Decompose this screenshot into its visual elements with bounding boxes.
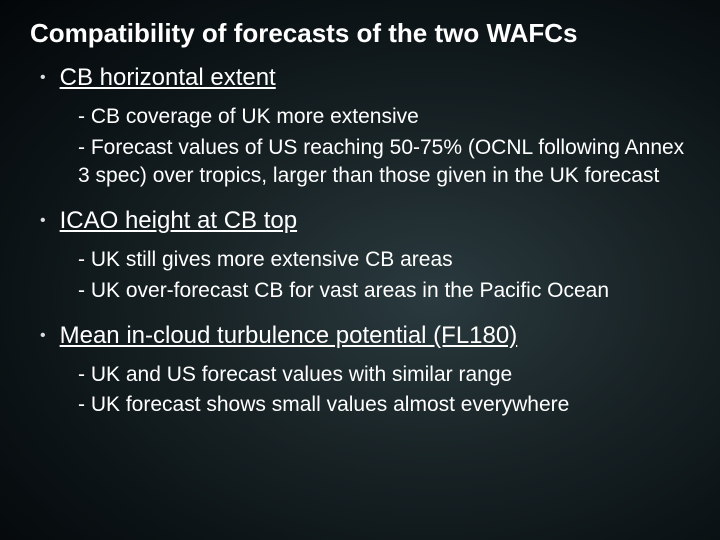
subitem: - UK over-forecast CB for vast areas in … [78,277,690,305]
subitems-3: - UK and US forecast values with similar… [78,361,690,420]
bullet-marker-icon: • [40,327,46,345]
subitem: - UK forecast shows small values almost … [78,391,690,419]
bullet-1: • CB horizontal extent [40,63,690,93]
subitem: - UK still gives more extensive CB areas [78,246,690,274]
subitem: - Forecast values of US reaching 50-75% … [78,134,690,191]
bullet-marker-icon: • [40,69,46,87]
bullet-heading-1: CB horizontal extent [60,63,276,93]
subitems-1: - CB coverage of UK more extensive - For… [78,103,690,190]
subitem: - CB coverage of UK more extensive [78,103,690,131]
bullet-heading-2: ICAO height at CB top [60,206,297,236]
subitem: - UK and US forecast values with similar… [78,361,690,389]
bullet-marker-icon: • [40,212,46,230]
bullet-2: • ICAO height at CB top [40,206,690,236]
bullet-heading-3: Mean in-cloud turbulence potential (FL18… [60,321,518,351]
slide-title: Compatibility of forecasts of the two WA… [30,18,690,49]
bullet-3: • Mean in-cloud turbulence potential (FL… [40,321,690,351]
subitems-2: - UK still gives more extensive CB areas… [78,246,690,305]
